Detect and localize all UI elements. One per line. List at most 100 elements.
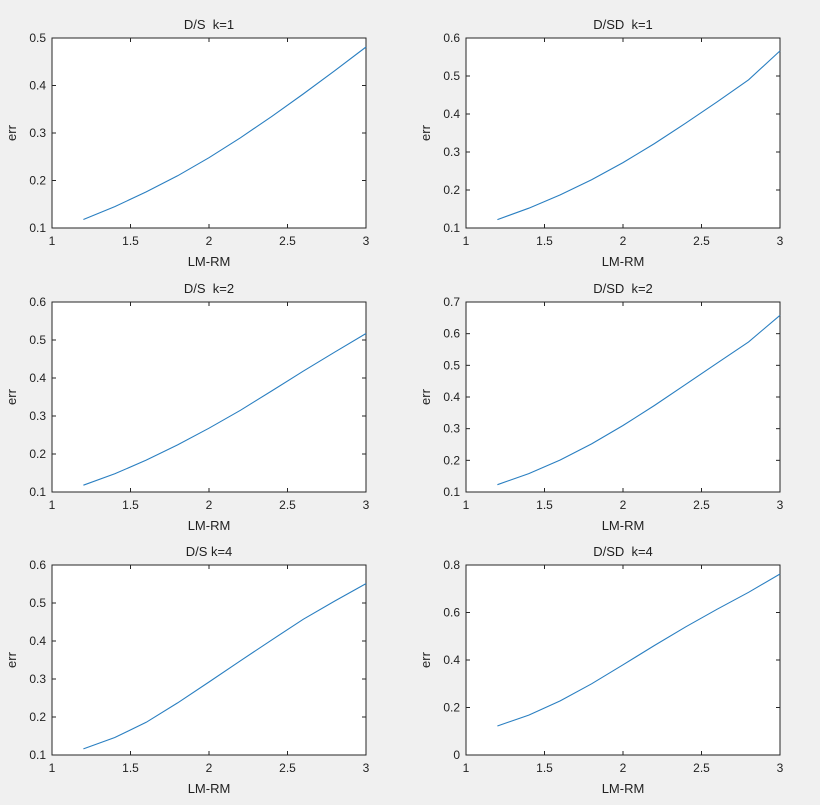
- subplot-2: 1 1.5 2 2.5 3 0.1 0.2 0.3 0.4 0.5 0.6 D/SD k=1 LM-RM…: [418, 17, 784, 269]
- plot-area: [465, 37, 781, 229]
- subplot-4: 1 1.5 2 2.5 3 0.1 0.2 0.3 0.4 0.5 0.6 0.7 D/SD k=2 LM…: [418, 281, 784, 533]
- plot-area: [465, 301, 781, 493]
- y-tick-label: 0.2: [29, 710, 46, 724]
- y-tick-label: 0.6: [443, 327, 460, 341]
- y-tick-label: 0.1: [29, 221, 46, 235]
- x-tick-label: 3: [777, 234, 784, 248]
- x-axis-label: LM-RM: [188, 518, 231, 533]
- x-tick-label: 1.5: [536, 761, 553, 775]
- plot-area: [51, 301, 367, 493]
- chart-title: D/S k=4: [186, 544, 233, 559]
- y-tick-label: 0.2: [443, 453, 460, 467]
- x-tick-label: 2.5: [279, 761, 296, 775]
- x-tick-label: 2: [620, 234, 627, 248]
- y-axis-label: err: [4, 388, 19, 405]
- plot-area: [465, 564, 781, 756]
- plot-area: [51, 564, 367, 756]
- series-line: [497, 314, 781, 486]
- y-axis-label: err: [418, 124, 433, 141]
- y-tick-label: 0.4: [443, 390, 460, 404]
- chart-title: D/S k=1: [184, 17, 234, 32]
- chart-title: D/SD k=4: [593, 544, 653, 559]
- x-tick-label: 3: [777, 498, 784, 512]
- x-tick-label: 2: [206, 234, 213, 248]
- y-tick-label: 0.4: [29, 371, 46, 385]
- chart-title: D/S k=2: [184, 281, 234, 296]
- x-tick-label: 3: [363, 234, 370, 248]
- y-tick-label: 0.4: [29, 634, 46, 648]
- y-axis-label: err: [4, 651, 19, 668]
- x-tick-label: 1.5: [122, 761, 139, 775]
- x-tick-label: 2.5: [693, 761, 710, 775]
- y-tick-label: 0.5: [443, 69, 460, 83]
- x-axis-label: LM-RM: [188, 781, 231, 796]
- x-tick-label: 3: [363, 761, 370, 775]
- x-tick-label: 2: [206, 761, 213, 775]
- x-tick-label: 2.5: [693, 498, 710, 512]
- x-tick-label: 2.5: [279, 498, 296, 512]
- x-tick-label: 1: [49, 234, 56, 248]
- y-tick-label: 0.1: [443, 485, 460, 499]
- subplot-3: 1 1.5 2 2.5 3 0.1 0.2 0.3 0.4 0.5 0.6 D/S k=2 LM-RM e…: [4, 281, 370, 533]
- x-tick-label: 3: [777, 761, 784, 775]
- y-tick-label: 0.7: [443, 295, 460, 309]
- y-tick-label: 0.8: [443, 558, 460, 572]
- x-tick-label: 1.5: [122, 498, 139, 512]
- x-tick-label: 2.5: [279, 234, 296, 248]
- x-axis-label: LM-RM: [602, 254, 645, 269]
- y-tick-label: 0.4: [443, 653, 460, 667]
- y-tick-label: 0.5: [443, 358, 460, 372]
- y-axis-label: err: [418, 651, 433, 668]
- subplot-6: 1 1.5 2 2.5 3 0 0.2 0.4 0.6 0.8 D/SD k=4 LM-RM err: [418, 544, 784, 796]
- y-tick-label: 0.2: [443, 183, 460, 197]
- x-axis-label: LM-RM: [188, 254, 231, 269]
- subplot-1: 1 1.5 2 2.5 3 0.1 0.2 0.3 0.4 0.5 D/S k=1 LM-RM err: [4, 17, 370, 269]
- y-tick-label: 0.1: [29, 485, 46, 499]
- x-tick-label: 1: [463, 234, 470, 248]
- chart-title: D/SD k=2: [593, 281, 653, 296]
- series-line: [497, 573, 781, 727]
- x-tick-label: 2: [620, 498, 627, 512]
- y-tick-label: 0.5: [29, 333, 46, 347]
- x-tick-label: 2.5: [693, 234, 710, 248]
- y-tick-label: 0.2: [29, 174, 46, 188]
- x-axis-label: LM-RM: [602, 518, 645, 533]
- y-tick-label: 0.6: [443, 31, 460, 45]
- y-tick-label: 0.5: [29, 31, 46, 45]
- x-tick-label: 1.5: [536, 234, 553, 248]
- y-tick-label: 0.2: [29, 447, 46, 461]
- x-tick-label: 3: [363, 498, 370, 512]
- y-tick-label: 0.6: [29, 295, 46, 309]
- x-tick-label: 1.5: [536, 498, 553, 512]
- subplot-5: 1 1.5 2 2.5 3 0.1 0.2 0.3 0.4 0.5 0.6 D/S k=4 LM-RM e…: [4, 544, 370, 796]
- x-axis-label: LM-RM: [602, 781, 645, 796]
- y-tick-label: 0.2: [443, 701, 460, 715]
- y-tick-label: 0.3: [29, 672, 46, 686]
- chart-title: D/SD k=1: [593, 17, 653, 32]
- x-tick-label: 1.5: [122, 234, 139, 248]
- y-tick-label: 0.5: [29, 596, 46, 610]
- series-line: [83, 333, 367, 486]
- y-tick-label: 0.3: [443, 422, 460, 436]
- y-tick-label: 0.4: [443, 107, 460, 121]
- y-tick-label: 0.1: [29, 748, 46, 762]
- plot-area: [51, 37, 367, 229]
- y-tick-label: 0.3: [29, 126, 46, 140]
- y-tick-label: 0: [453, 748, 460, 762]
- series-line: [83, 46, 367, 221]
- y-tick-label: 0.3: [29, 409, 46, 423]
- x-tick-label: 1: [49, 761, 56, 775]
- y-tick-label: 0.6: [29, 558, 46, 572]
- x-tick-label: 2: [206, 498, 213, 512]
- series-line: [497, 50, 781, 221]
- y-tick-label: 0.4: [29, 79, 46, 93]
- series-line: [83, 583, 367, 750]
- y-tick-label: 0.3: [443, 145, 460, 159]
- y-axis-label: err: [418, 388, 433, 405]
- y-tick-label: 0.6: [443, 606, 460, 620]
- y-tick-label: 0.1: [443, 221, 460, 235]
- x-tick-label: 1: [463, 498, 470, 512]
- y-axis-label: err: [4, 124, 19, 141]
- x-tick-label: 1: [49, 498, 56, 512]
